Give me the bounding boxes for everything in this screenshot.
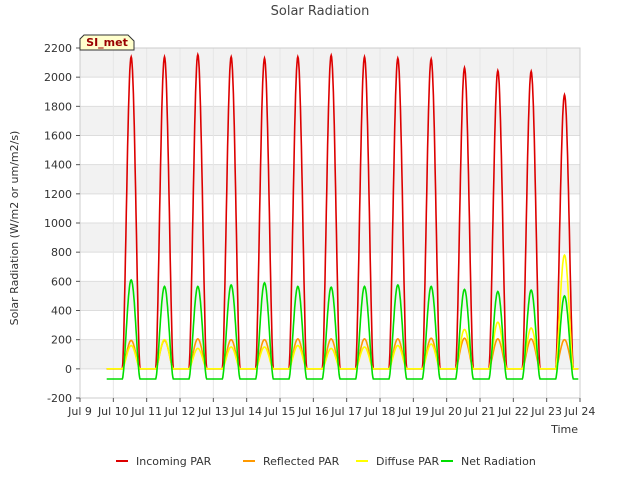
plot-band [80,164,580,194]
y-tick-label: 1600 [44,130,72,143]
y-tick-label: 1400 [44,159,72,172]
y-tick-label: 2000 [44,71,72,84]
x-tick-label: Jul 18 [364,405,396,418]
y-tick-label: 800 [51,246,72,259]
x-tick-label: Jul 9 [67,405,92,418]
x-tick-label: Jul 19 [397,405,429,418]
series-line-net-radiation [106,278,579,380]
legend: Incoming PAR Reflected PAR Diffuse PAR Net … [116,455,536,468]
x-tick-label: Jul 15 [264,405,296,418]
y-axis: -200 0 200 400 600 800 1000 1200 1400 1600 1800 200… [44,42,80,405]
plot-band [80,135,580,165]
x-tick-label: Jul 14 [230,405,262,418]
x-tick-label: Jul 12 [164,405,196,418]
site-label-text: SI_met [86,36,128,49]
x-tick-label: Jul 21 [464,405,496,418]
plot-band [80,252,580,282]
x-axis: Jul 9 Jul 10 Jul 11 Jul 12 Jul 13 Jul 14 Jul 1… [67,398,595,418]
x-tick-label: Jul 17 [330,405,362,418]
legend-label-diffuse-par: Diffuse PAR [376,455,440,468]
y-tick-label: 1000 [44,217,72,230]
legend-label-net-radiation: Net Radiation [461,455,536,468]
x-tick-label: Jul 20 [430,405,462,418]
x-tick-label: Jul 13 [197,405,229,418]
plot-band [80,368,580,398]
plot-band [80,223,580,253]
y-tick-label: 0 [65,363,72,376]
x-tick-label: Jul 16 [297,405,329,418]
y-axis-label: Solar Radiation (W/m2 or um/m2/s) [8,131,21,326]
chart-title: Solar Radiation [271,4,370,19]
legend-label-reflected-par: Reflected PAR [263,455,340,468]
y-tick-label: -200 [47,392,72,405]
site-label-box: SI_met [79,34,135,51]
y-tick-label: 2200 [44,42,72,55]
plot-band [80,193,580,223]
y-tick-label: 200 [51,334,72,347]
plot-band [80,106,580,136]
y-tick-label: 400 [51,305,72,318]
x-tick-label: Jul 10 [97,405,129,418]
plot-band [80,339,580,369]
y-tick-label: 600 [51,275,72,288]
series-line-diffuse-par [106,253,579,370]
x-tick-label: Jul 23 [530,405,562,418]
x-tick-label: Jul 11 [130,405,162,418]
x-tick-label: Jul 24 [564,405,596,418]
y-tick-label: 1200 [44,188,72,201]
legend-label-incoming-par: Incoming PAR [136,455,212,468]
x-axis-label: Time [550,423,578,436]
site-label-background [79,34,135,51]
series-lines [106,51,579,380]
x-tick-label: Jul 22 [497,405,529,418]
y-tick-label: 1800 [44,100,72,113]
